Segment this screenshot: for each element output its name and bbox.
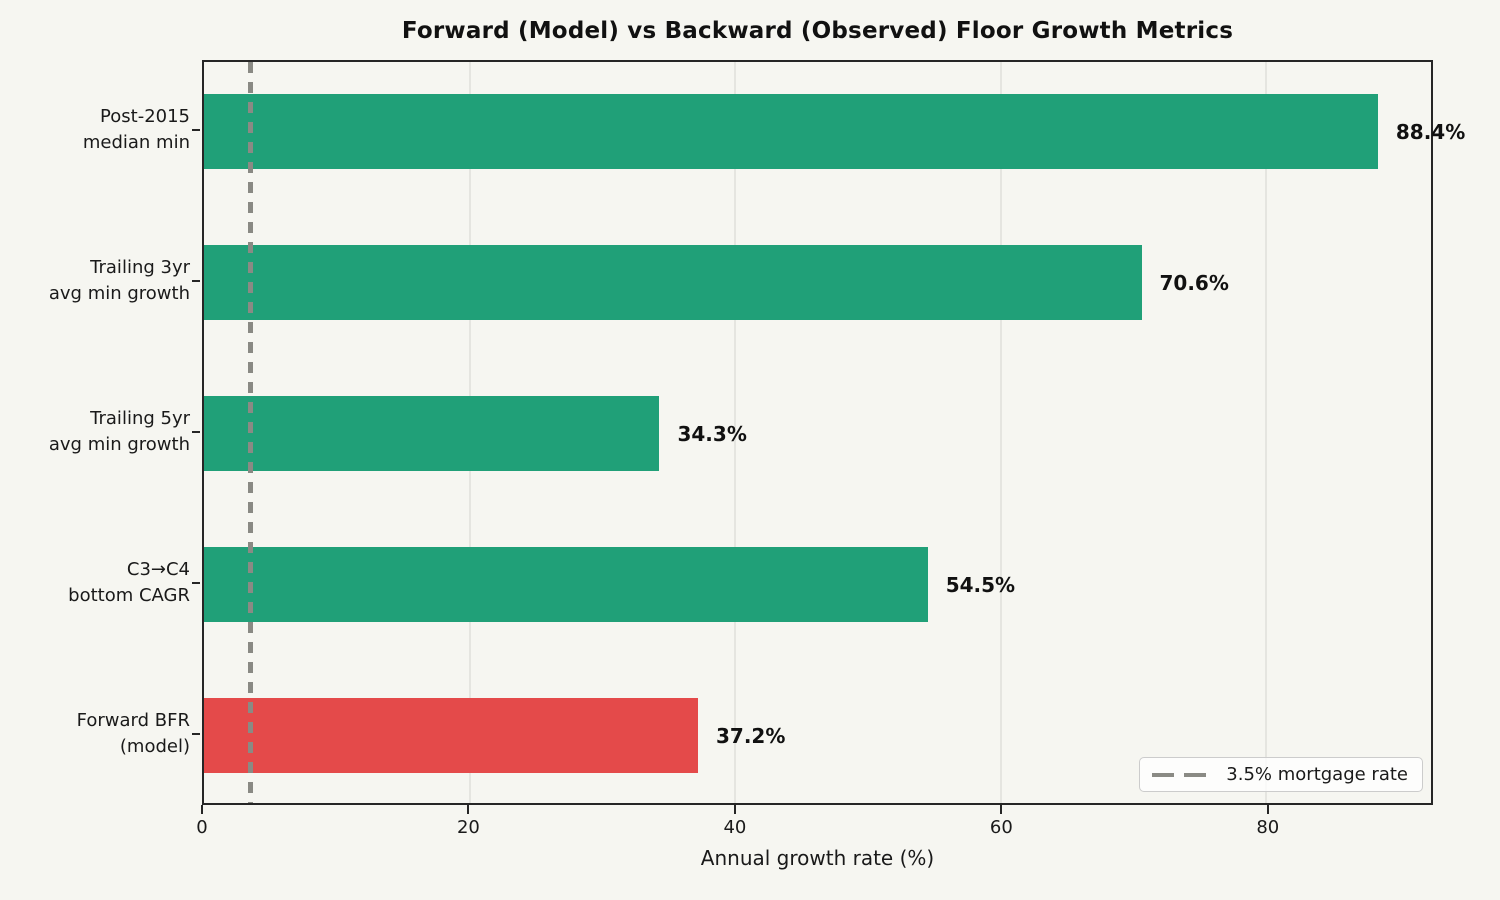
value-label-trailing-5yr-avg-min-growth: 34.3%	[677, 421, 747, 446]
x-tick-label-80: 80	[1256, 817, 1280, 838]
y-tick-mark	[192, 732, 200, 735]
value-label-post-2015-median-min: 88.4%	[1395, 119, 1466, 144]
y-tick-mark	[192, 430, 200, 433]
x-tick-mark-80	[1266, 805, 1269, 814]
dashed-line-swatch-icon	[1152, 772, 1207, 777]
value-label-c3-c4-bottom-cagr: 54.5%	[945, 572, 1016, 597]
gridline-x-60	[999, 62, 1002, 803]
x-axis-label: Annual growth rate (%)	[700, 846, 935, 870]
bar-trailing-3yr-avg-min-growth	[204, 245, 1142, 320]
x-tick-label-20: 20	[456, 817, 480, 838]
x-tick-label-40: 40	[723, 817, 747, 838]
legend-label: 3.5% mortgage rate	[1226, 764, 1408, 785]
chart-title: Forward (Model) vs Backward (Observed) F…	[401, 18, 1234, 44]
bar-trailing-5yr-avg-min-growth	[204, 396, 660, 471]
bar-forward-bfr-model	[204, 698, 698, 773]
bar-post-2015-median-min	[204, 94, 1378, 169]
y-tick-label-post-2015-median-min: Post-2015 median min	[82, 105, 190, 153]
gridline-x-80	[1265, 62, 1268, 803]
value-label-trailing-3yr-avg-min-growth: 70.6%	[1159, 270, 1229, 295]
bar-c3-c4-bottom-cagr	[204, 547, 928, 622]
x-tick-mark-0	[201, 805, 203, 814]
plot-area: 88.4% 70.6% 34.3% 54.5% 37.2% 3.5% mortgage …	[202, 60, 1465, 805]
y-tick-label-c3-c4-bottom-cagr: C3→C4 bottom CAGR	[68, 558, 190, 606]
y-tick-mark	[192, 128, 200, 131]
x-axis-ticks: 0 20 40 60 80	[196, 805, 1433, 855]
gridline-x-40	[734, 62, 737, 803]
y-tick-mark	[192, 279, 200, 282]
y-tick-mark	[192, 581, 200, 584]
y-tick-label-forward-bfr-model: Forward BFR (model)	[76, 709, 190, 757]
mortgage-rate-reference-line	[247, 62, 253, 803]
x-tick-mark-60	[1000, 805, 1003, 814]
x-tick-mark-40	[733, 805, 736, 814]
x-tick-label-0: 0	[196, 817, 208, 838]
x-tick-label-60: 60	[989, 817, 1013, 838]
y-tick-label-trailing-3yr-avg-min-growth: Trailing 3yr avg min growth	[48, 256, 190, 304]
y-tick-label-trailing-5yr-avg-min-growth: Trailing 5yr avg min growth	[48, 407, 190, 455]
x-tick-mark-20	[467, 805, 470, 814]
value-label-forward-bfr-model: 37.2%	[715, 723, 786, 748]
legend: 3.5% mortgage rate	[1139, 757, 1423, 792]
